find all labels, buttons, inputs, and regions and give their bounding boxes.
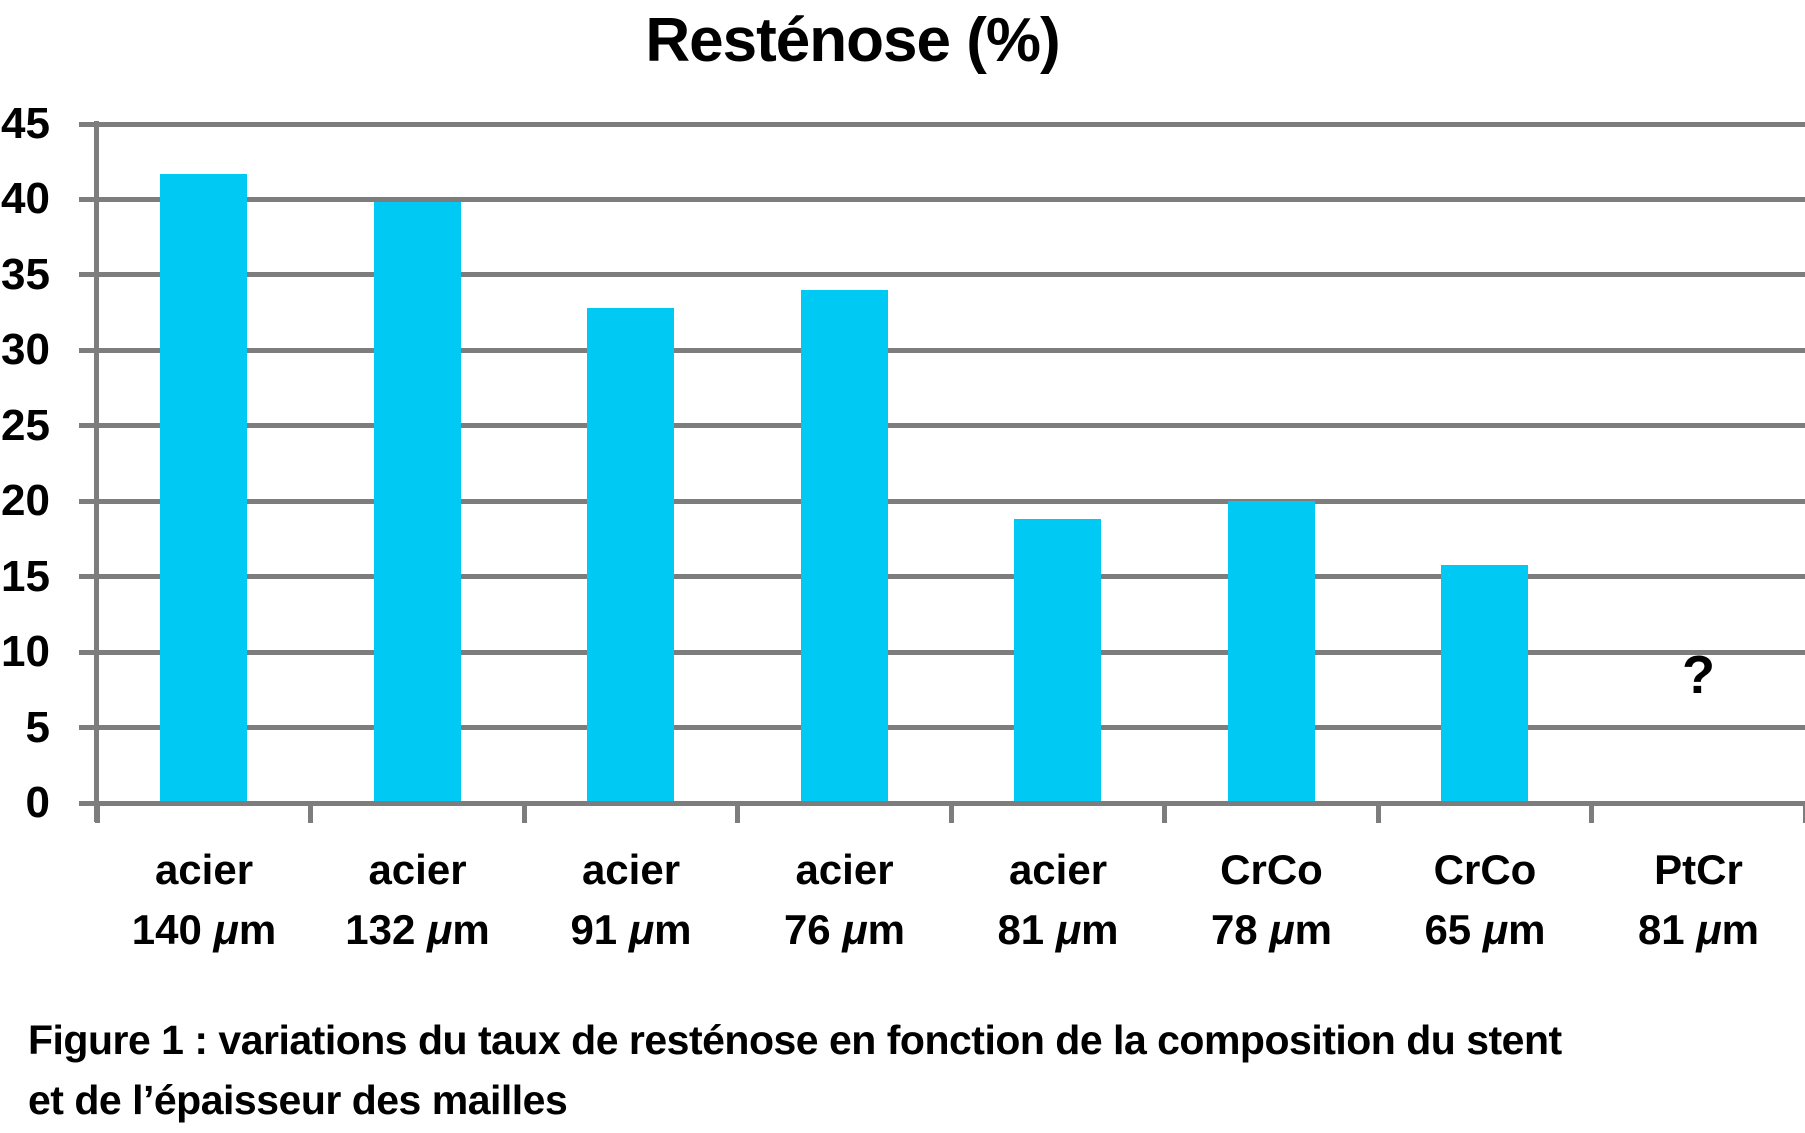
material-label: CrCo bbox=[1220, 846, 1323, 893]
x-axis-tick bbox=[308, 803, 313, 823]
bar bbox=[1014, 519, 1102, 803]
category-label: acier 76 μm bbox=[738, 840, 952, 960]
material-label: acier bbox=[581, 846, 681, 893]
gridline bbox=[79, 272, 1805, 278]
y-tick-label: 0 bbox=[25, 778, 50, 827]
x-axis-line bbox=[79, 800, 1805, 806]
category-label: acier 91 μm bbox=[524, 840, 738, 960]
x-axis-tick bbox=[1589, 803, 1594, 823]
gridline bbox=[79, 649, 1805, 655]
category-label: acier 81 μm bbox=[951, 840, 1165, 960]
thickness-label: 132 μm bbox=[345, 906, 490, 953]
thickness-label: 81 μm bbox=[1637, 906, 1760, 953]
y-tick-label: 15 bbox=[1, 551, 50, 601]
bar bbox=[800, 289, 888, 803]
bar bbox=[1227, 501, 1315, 803]
y-axis-line bbox=[94, 121, 99, 822]
thickness-label: 78 μm bbox=[1210, 906, 1333, 953]
caption-line-1: Figure 1 : variations du taux de resténo… bbox=[28, 1017, 1562, 1063]
gridline bbox=[79, 347, 1805, 353]
mu-symbol: μ bbox=[1696, 906, 1722, 953]
y-tick-label: 20 bbox=[1, 476, 50, 526]
thickness-label: 91 μm bbox=[570, 906, 692, 953]
material-label: acier bbox=[1008, 846, 1108, 893]
y-tick-label: 25 bbox=[1, 400, 50, 450]
thickness-label: 81 μm bbox=[997, 906, 1119, 953]
mu-symbol: μ bbox=[628, 906, 655, 953]
mu-symbol: μ bbox=[427, 906, 453, 953]
material-label: acier bbox=[368, 846, 467, 893]
gridline bbox=[79, 423, 1805, 429]
gridline bbox=[79, 121, 1805, 127]
gridline bbox=[79, 498, 1805, 504]
x-axis-tick bbox=[1802, 803, 1805, 823]
x-axis-tick bbox=[1162, 803, 1167, 823]
thickness-label: 140 μm bbox=[131, 906, 277, 953]
material-label: CrCo bbox=[1433, 846, 1537, 893]
figure-caption: Figure 1 : variations du taux de resténo… bbox=[28, 1010, 1562, 1130]
chart-title: Resténose (%) bbox=[645, 6, 1060, 75]
bar bbox=[587, 308, 675, 803]
bar bbox=[1441, 564, 1529, 803]
mu-symbol: μ bbox=[213, 906, 239, 953]
y-tick-label: 40 bbox=[1, 174, 50, 224]
caption-line-2: et de l’épaisseur des mailles bbox=[28, 1077, 568, 1123]
mu-symbol: μ bbox=[1055, 906, 1082, 953]
material-label: PtCr bbox=[1654, 846, 1743, 893]
x-axis-tick bbox=[521, 803, 527, 823]
y-tick-label: 5 bbox=[25, 702, 50, 752]
x-axis-tick bbox=[1375, 803, 1381, 823]
y-tick-label: 30 bbox=[1, 325, 50, 375]
category-label: acier 132 μm bbox=[311, 840, 525, 960]
category-label: CrCo 78 μm bbox=[1165, 840, 1379, 960]
thickness-label: 65 μm bbox=[1424, 906, 1546, 953]
bar bbox=[373, 202, 461, 803]
mu-symbol: μ bbox=[842, 906, 868, 953]
y-tick-label: 10 bbox=[1, 627, 50, 677]
material-label: acier bbox=[795, 846, 894, 893]
y-tick-label: 45 bbox=[1, 99, 50, 148]
gridline bbox=[79, 196, 1805, 202]
question-mark-annotation: ? bbox=[1682, 645, 1715, 705]
x-axis-tick bbox=[948, 803, 954, 823]
gridline bbox=[79, 725, 1805, 731]
bar bbox=[160, 173, 248, 803]
x-axis-tick bbox=[735, 803, 740, 823]
material-label: acier bbox=[154, 846, 254, 893]
category-label: PtCr 81 μm bbox=[1592, 840, 1805, 960]
category-label: CrCo 65 μm bbox=[1378, 840, 1592, 960]
gridline bbox=[79, 574, 1805, 580]
category-label: acier 140 μm bbox=[97, 840, 311, 960]
mu-symbol: μ bbox=[1482, 906, 1509, 953]
x-axis-tick bbox=[94, 803, 100, 823]
mu-symbol: μ bbox=[1269, 906, 1295, 953]
y-tick-label: 35 bbox=[1, 249, 50, 299]
thickness-label: 76 μm bbox=[783, 906, 906, 953]
